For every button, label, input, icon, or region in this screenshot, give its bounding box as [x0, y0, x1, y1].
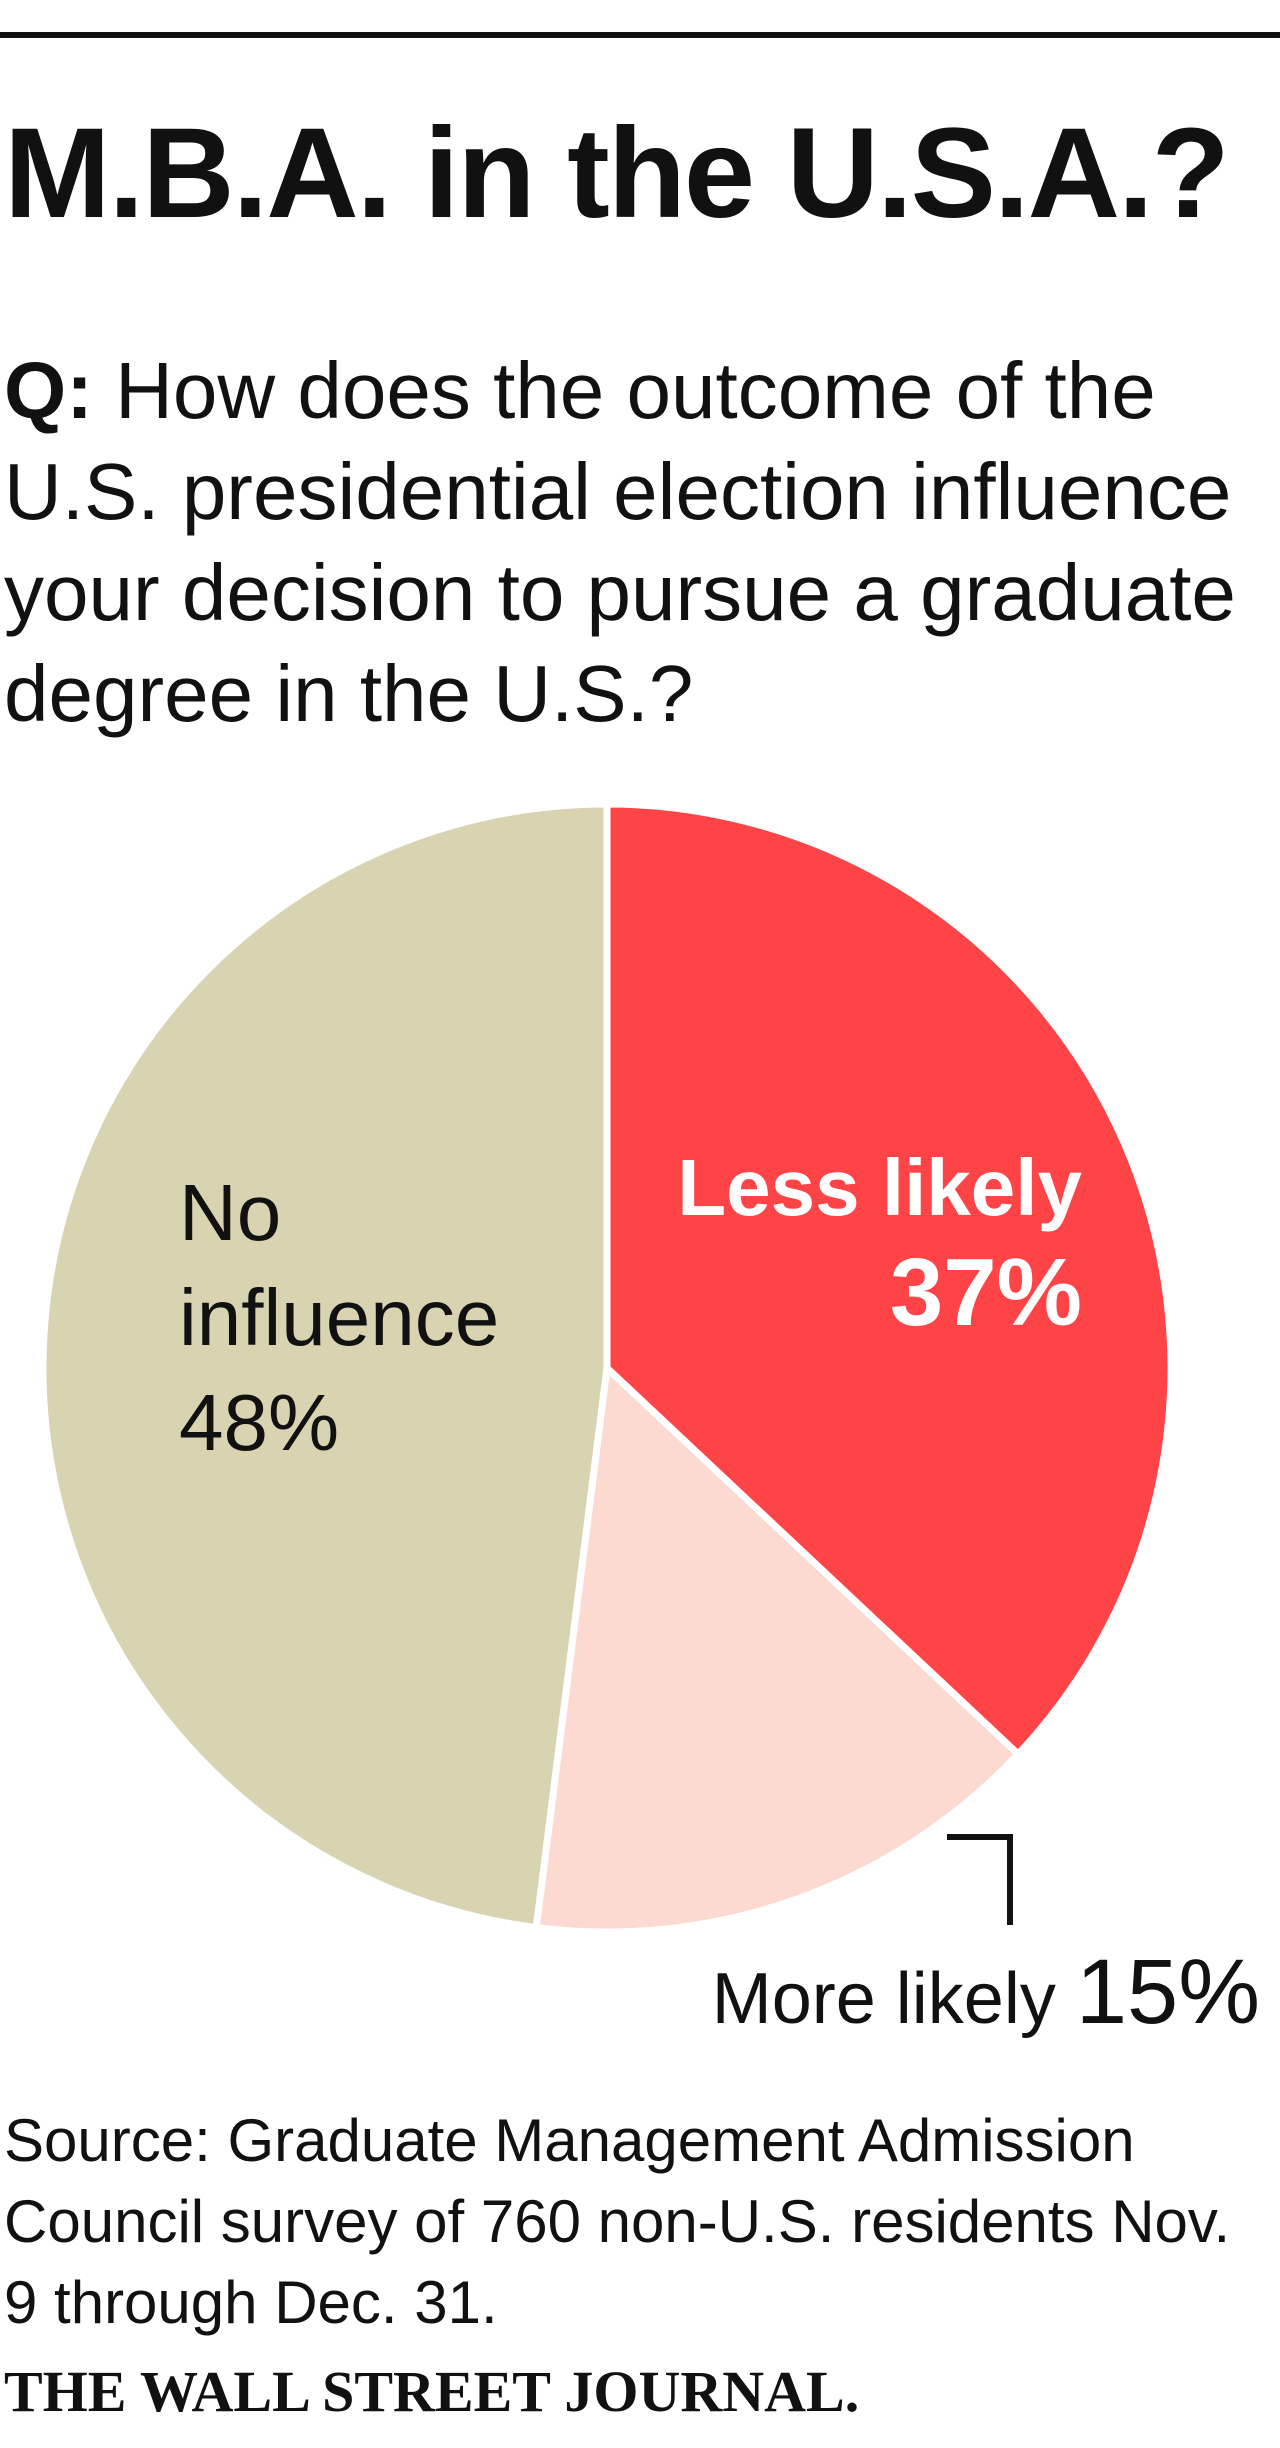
chart-title: M.B.A. in the U.S.A.? [4, 102, 1230, 245]
pie-slice [532, 1360, 1024, 1936]
category-label: More likely [711, 1959, 1056, 2039]
top-rule [0, 32, 1280, 38]
value-label: 48% [179, 1378, 340, 1467]
leader-line [947, 1834, 1013, 1925]
value-label: 37% [889, 1239, 1082, 1346]
pie-slice [603, 800, 1175, 1760]
source: Source: Graduate Management Admission Co… [4, 2107, 1231, 2336]
pie-slice [39, 800, 611, 1932]
category-label: Less likely [677, 1143, 1082, 1232]
credit: THE WALL STREET JOURNAL. [4, 2359, 860, 2424]
value-label: 15% [1075, 1941, 1260, 2043]
slice-label: No influence 48% [179, 1160, 539, 1475]
question-prefix: Q: [4, 346, 93, 435]
slice-label: More likely 15% [640, 1940, 1260, 2052]
category-label: No influence [179, 1168, 500, 1362]
slice-label: Less likely 37% [560, 1135, 1082, 1345]
question-text: How does the outcome of the U.S. preside… [4, 346, 1236, 738]
question: Q: How does the outcome of the U.S. pres… [4, 340, 1274, 744]
